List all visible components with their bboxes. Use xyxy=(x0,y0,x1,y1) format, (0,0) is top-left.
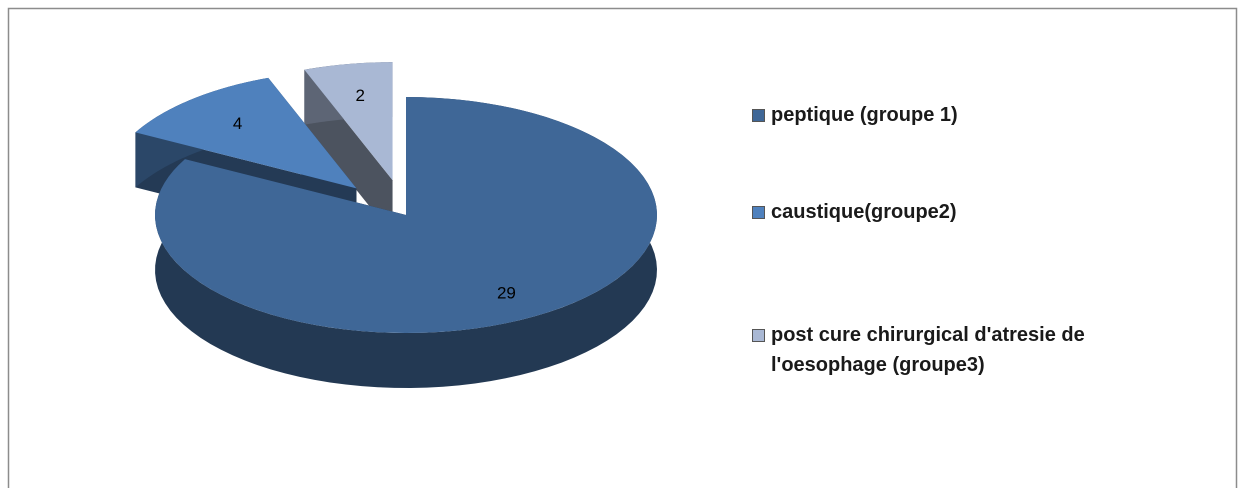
legend-label: caustique(groupe2) xyxy=(771,201,957,223)
pie: 29 4 2 xyxy=(135,62,657,388)
data-label: 4 xyxy=(233,114,242,133)
legend-swatch xyxy=(752,206,765,219)
slice-top xyxy=(135,77,357,189)
slice-top xyxy=(155,97,657,333)
legend-label: peptique (groupe 1) xyxy=(771,104,958,126)
pie-slice xyxy=(304,62,393,236)
data-label: 29 xyxy=(497,283,516,302)
legend-swatch xyxy=(752,329,765,342)
chart-frame xyxy=(7,7,1238,488)
legend-label: post cure chirurgical d'atresie de l'oes… xyxy=(771,324,1085,376)
legend-item: post cure chirurgical d'atresie de l'oes… xyxy=(752,320,1202,380)
slice-top xyxy=(304,62,393,181)
legend-item: caustique(groupe2) xyxy=(752,197,1202,227)
pie-slice xyxy=(155,97,657,388)
data-label: 2 xyxy=(356,86,365,105)
legend-item: peptique (groupe 1) xyxy=(752,100,1202,130)
legend-swatch xyxy=(752,109,765,122)
